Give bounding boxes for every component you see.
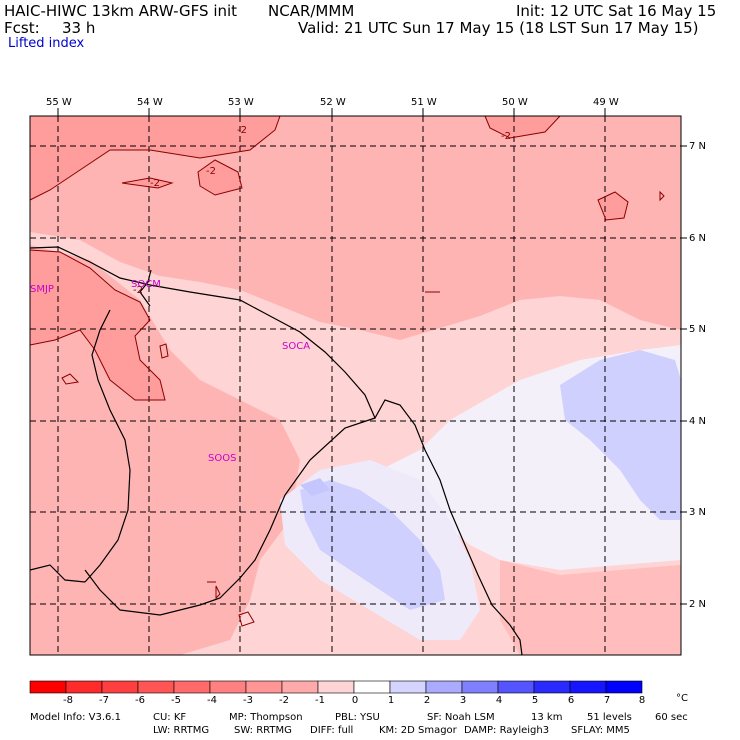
lon-label: 53 W xyxy=(228,97,254,108)
station-label: SOCA xyxy=(282,341,311,352)
footer-item: SW: RRTMG xyxy=(234,725,292,736)
lat-label: 2 N xyxy=(689,599,707,610)
forecast-hour: 33 h xyxy=(62,19,96,37)
colorbar-tick: -4 xyxy=(207,695,217,706)
init-time: Init: 12 UTC Sat 16 May 15 xyxy=(516,2,717,20)
lon-label: 55 W xyxy=(46,97,72,108)
colorbar-tick: -8 xyxy=(63,695,73,706)
footer-item: MP: Thompson xyxy=(229,712,303,723)
contour-label: -2 xyxy=(237,125,247,136)
colorbar-tick: -2 xyxy=(279,695,289,706)
valid-time: Valid: 21 UTC Sun 17 May 15 (18 LST Sun … xyxy=(298,19,699,37)
colorbar-tick: -3 xyxy=(243,695,253,706)
colorbar-tick: 4 xyxy=(495,695,503,706)
contour-label: -2 xyxy=(206,166,216,177)
colorbar-tick: -6 xyxy=(135,695,145,706)
colorbar-tick: 8 xyxy=(638,695,646,706)
footer-item: 13 km xyxy=(531,712,563,723)
lon-label: 50 W xyxy=(502,97,528,108)
contour-label: -2 xyxy=(150,178,160,189)
lat-label: 5 N xyxy=(689,324,707,335)
lat-label: 4 N xyxy=(689,416,707,427)
map-frame xyxy=(29,115,682,656)
lat-label: 6 N xyxy=(689,233,707,244)
colorbar-tick: 2 xyxy=(423,695,431,706)
colorbar-tick: 6 xyxy=(567,695,575,706)
lat-label: 7 N xyxy=(689,141,707,152)
coastline xyxy=(29,246,523,656)
model-title: HAIC-HIWC 13km ARW-GFS init xyxy=(4,2,238,20)
colorbar-tick: 3 xyxy=(459,695,467,706)
colorbar-unit: °C xyxy=(676,693,688,704)
colorbar-tick: 5 xyxy=(531,695,539,706)
field-band-moderate xyxy=(30,116,681,340)
lon-label: 51 W xyxy=(411,97,437,108)
station-label: SMJP xyxy=(30,284,54,295)
footer-item: DIFF: full xyxy=(310,725,354,736)
footer-item: 60 sec xyxy=(655,712,688,723)
field-band-stable xyxy=(300,478,330,496)
contour-minus-2 xyxy=(29,115,665,627)
lon-label: 54 W xyxy=(137,97,163,108)
forecast-label: Fcst: xyxy=(4,19,40,37)
colorbar-tick: -1 xyxy=(315,695,325,706)
colorbar-tick: -7 xyxy=(99,695,109,706)
station-label: SOCM xyxy=(131,279,161,290)
colorbar-tick: 7 xyxy=(603,695,611,706)
station-label: SOOS xyxy=(208,453,237,464)
field-name: Lifted index xyxy=(8,36,85,51)
footer-item: 51 levels xyxy=(587,712,632,723)
contour-label: -2 xyxy=(133,285,143,296)
graticule xyxy=(30,116,681,655)
footer-item: KM: 2D Smagor xyxy=(379,725,457,736)
field-band-stable xyxy=(300,480,445,610)
colorbar-tick: 0 xyxy=(351,695,359,706)
colorbar-tick: -5 xyxy=(171,695,181,706)
footer-item: DAMP: Rayleigh3 xyxy=(464,725,550,736)
axis-ticks xyxy=(57,108,687,605)
lon-label: 49 W xyxy=(593,97,619,108)
field-band-strong xyxy=(30,116,280,200)
field-band-moderate xyxy=(500,560,681,655)
org-label: NCAR/MMM xyxy=(268,2,355,20)
lon-label: 52 W xyxy=(320,97,346,108)
colorbar-tick: 1 xyxy=(387,695,395,706)
footer-item: CU: KF xyxy=(153,712,187,723)
footer-item: SF: Noah LSM xyxy=(427,712,495,723)
footer-item: PBL: YSU xyxy=(335,712,380,723)
footer-item: SFLAY: MM5 xyxy=(571,725,630,736)
footer-item: LW: RRTMG xyxy=(153,725,210,736)
footer-item: Model Info: V3.6.1 xyxy=(30,712,121,723)
lat-label: 3 N xyxy=(689,507,707,518)
contour-label: -2 xyxy=(501,131,511,142)
field-band-stable xyxy=(560,350,681,520)
field-band-strong xyxy=(30,250,165,400)
